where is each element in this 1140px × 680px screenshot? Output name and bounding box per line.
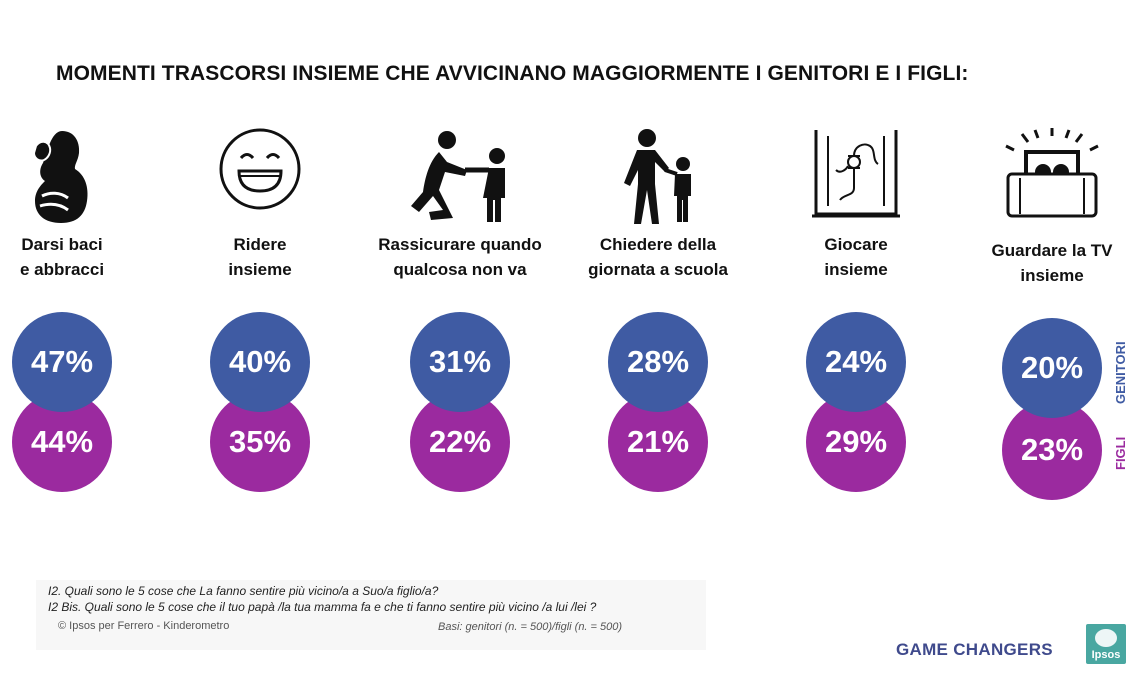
comforting-child-icon xyxy=(405,126,515,231)
footer-copyright: © Ipsos per Ferrero - Kinderometro xyxy=(58,620,230,632)
category-label-line: giornata a scuola xyxy=(588,260,728,279)
category-label-line: insieme xyxy=(228,260,292,279)
category-label-line: Chiedere della xyxy=(599,235,717,254)
parent-child-talking-icon xyxy=(613,126,703,231)
category-label-line: Ridere xyxy=(233,235,287,254)
figli-value-bubble: 23% xyxy=(1002,400,1102,500)
ipsos-logo: Ipsos xyxy=(1086,624,1126,664)
category-label-line: Giocare xyxy=(824,235,888,254)
category-label: Guardare la TV insieme xyxy=(957,238,1140,288)
category-label-line: insieme xyxy=(1020,266,1084,285)
genitori-value-bubble: 40% xyxy=(210,312,310,412)
category-label-line: Darsi baci xyxy=(21,235,103,254)
category-label: Chiedere della giornata a scuola xyxy=(563,232,753,282)
category-label-line: Rassicurare quando xyxy=(378,235,542,254)
genitori-value-bubble: 28% xyxy=(608,312,708,412)
category-label-line: Guardare la TV xyxy=(991,241,1113,260)
footer-question-2: I2 Bis. Quali sono le 5 cose che il tuo … xyxy=(48,600,597,614)
footer-basi: Basi: genitori (n. = 500)/figli (n. = 50… xyxy=(438,621,623,633)
genitori-value-bubble: 47% xyxy=(12,312,112,412)
hug-icon xyxy=(22,126,102,231)
logo-text: Ipsos xyxy=(1091,649,1121,661)
genitori-value-bubble: 31% xyxy=(410,312,510,412)
category-label-line: e abbracci xyxy=(19,260,105,279)
category-label: Darsi baci e abbracci xyxy=(0,232,157,282)
legend-figli: FIGLI xyxy=(1113,436,1128,470)
category-label: Giocare insieme xyxy=(761,232,951,282)
figli-value-bubble: 21% xyxy=(608,392,708,492)
tv-icon xyxy=(1002,126,1102,227)
legend-genitori: GENITORI xyxy=(1113,341,1128,404)
category-label: Ridere insieme xyxy=(165,232,355,282)
category-label: Rassicurare quando qualcosa non va xyxy=(365,232,555,282)
footer-background xyxy=(36,580,706,650)
category-label-line: qualcosa non va xyxy=(393,260,527,279)
laughing-face-icon xyxy=(217,126,303,217)
game-icon xyxy=(808,126,904,227)
genitori-value-bubble: 24% xyxy=(806,312,906,412)
genitori-value-bubble: 20% xyxy=(1002,318,1102,418)
category-label-line: insieme xyxy=(824,260,888,279)
page-title: MOMENTI TRASCORSI INSIEME CHE AVVICINANO… xyxy=(56,62,969,85)
footer-question-1: I2. Quali sono le 5 cose che La fanno se… xyxy=(48,584,439,598)
game-changers-tagline: GAME CHANGERS xyxy=(896,640,1053,659)
logo-bubble-icon xyxy=(1095,629,1117,647)
